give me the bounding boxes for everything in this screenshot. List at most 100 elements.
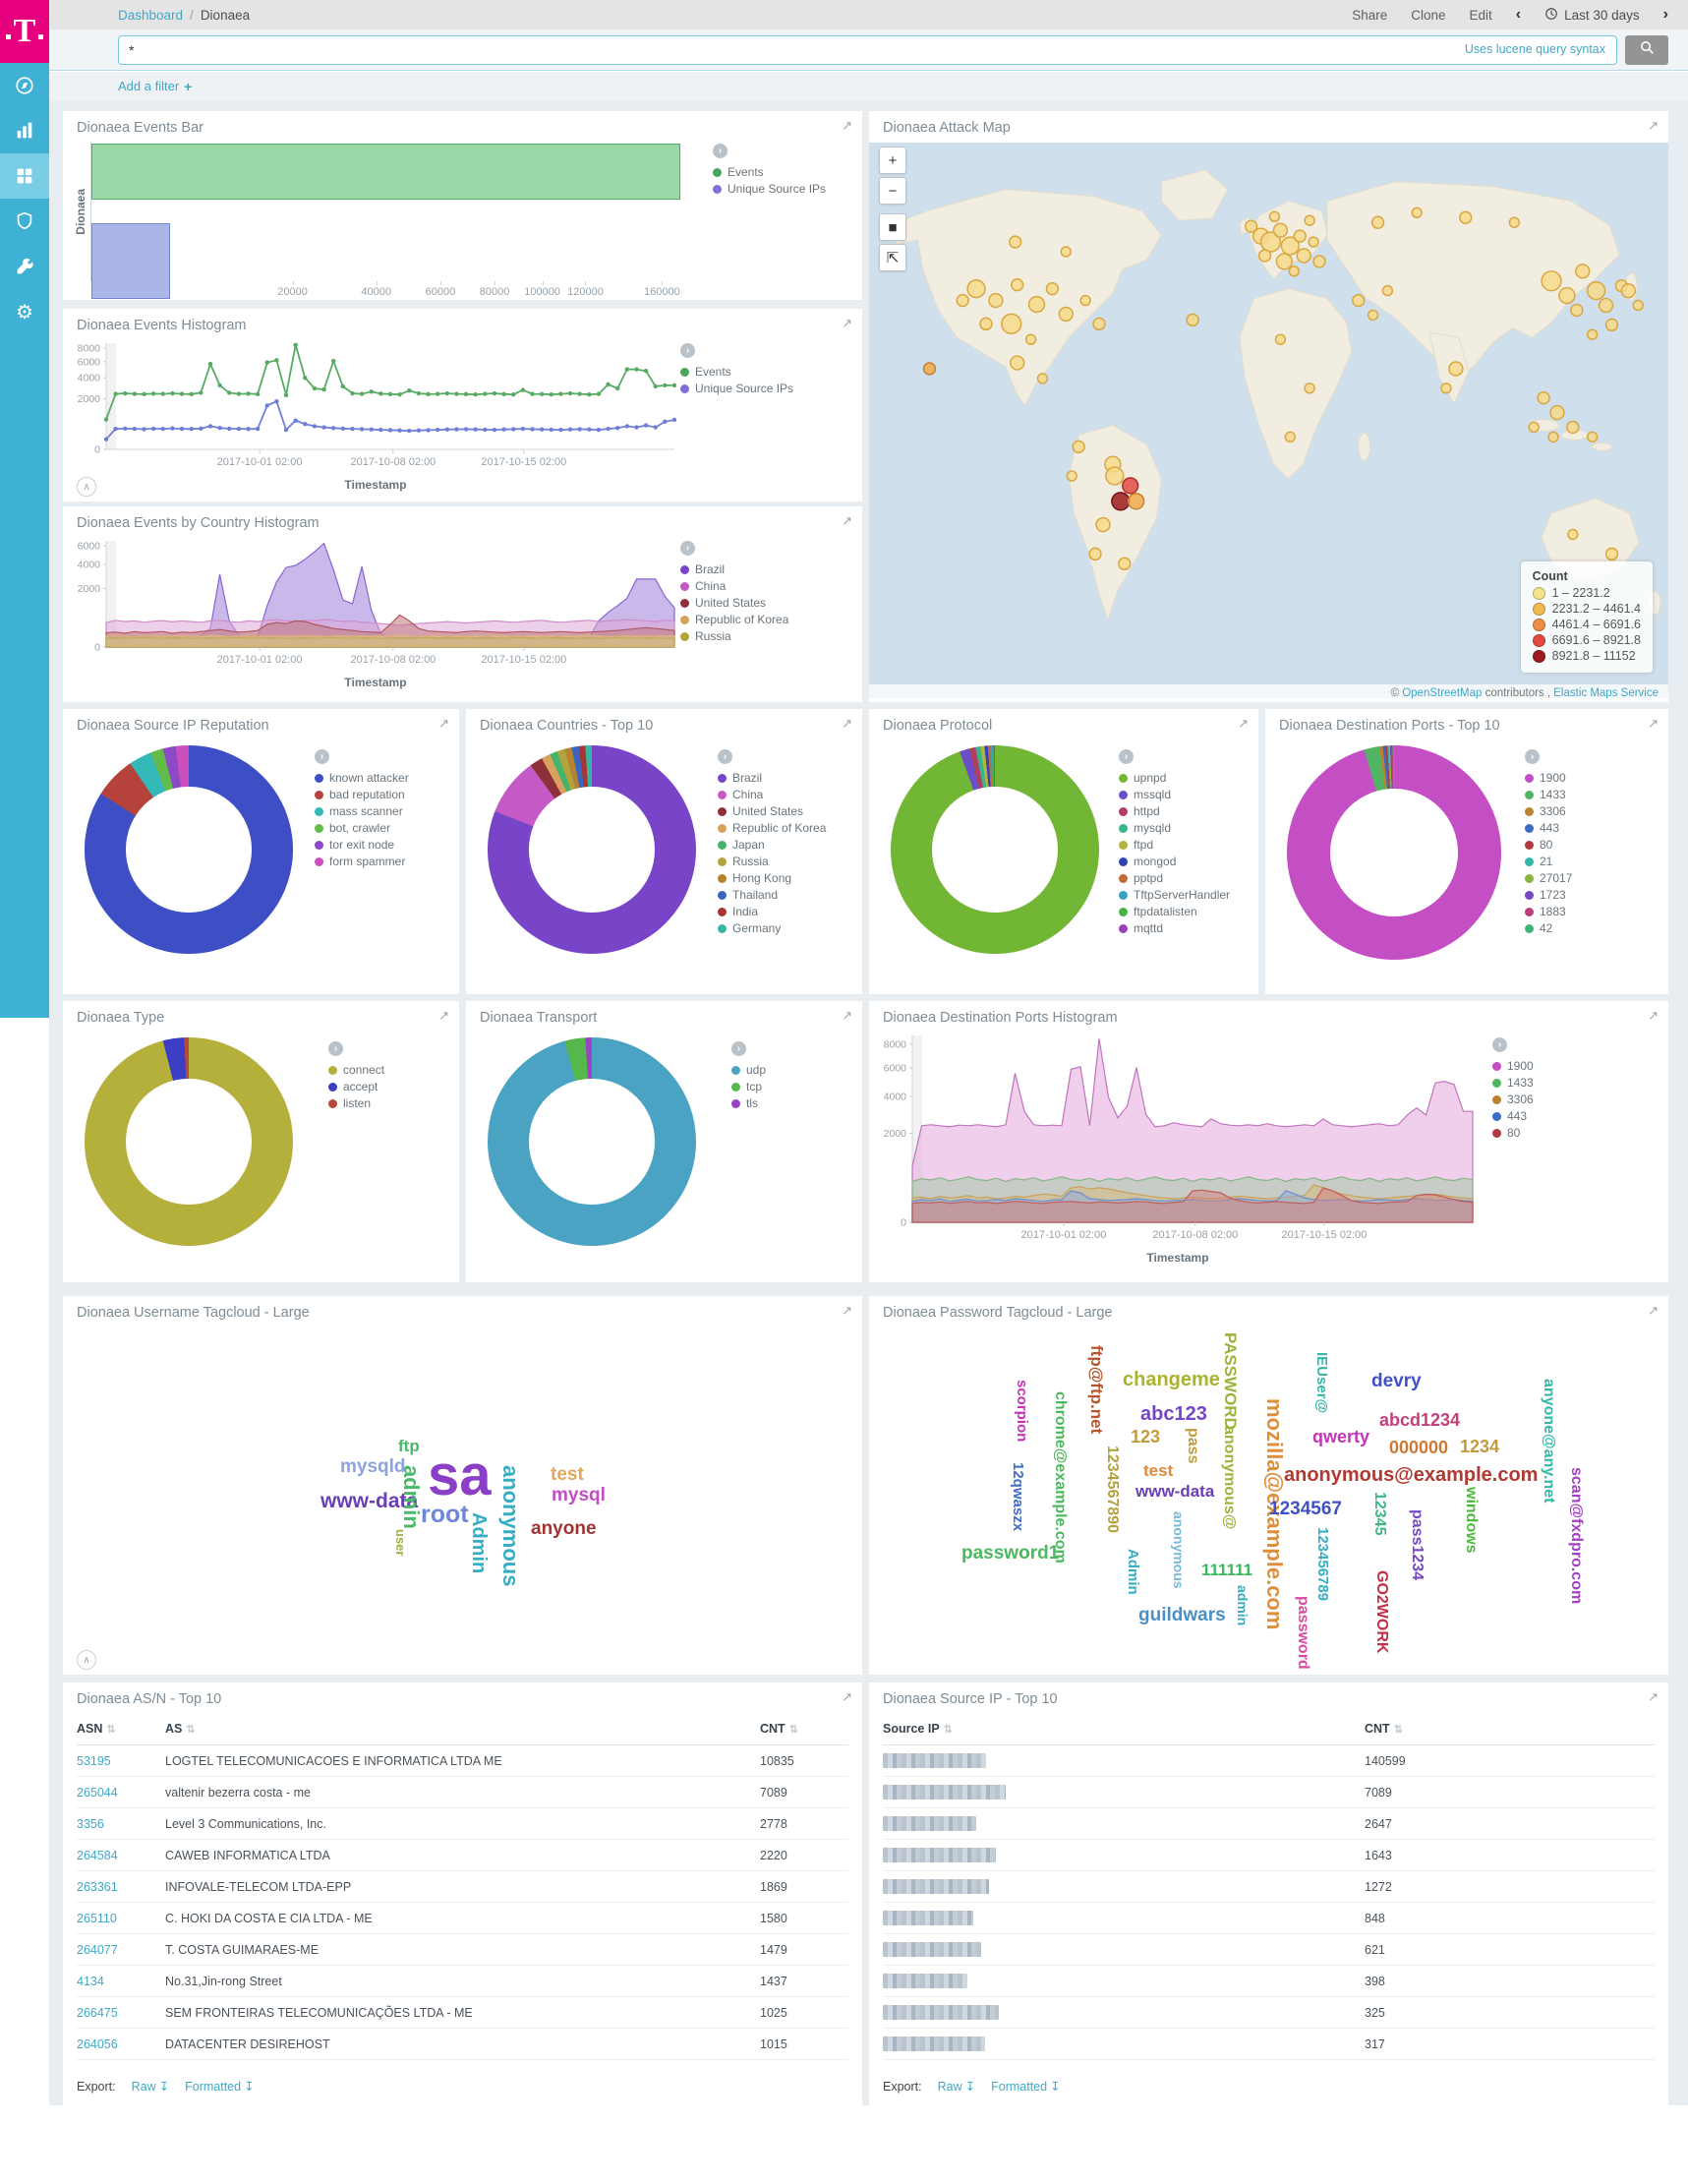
- legend-toggle-icon[interactable]: ›: [680, 541, 695, 556]
- asn-link[interactable]: 265110: [77, 1911, 117, 1925]
- legend-item[interactable]: 27017: [1525, 871, 1572, 885]
- attack-marker[interactable]: [1549, 404, 1565, 421]
- legend-item[interactable]: 1433: [1525, 788, 1572, 801]
- legend-item[interactable]: Brazil: [680, 562, 828, 576]
- legend-item[interactable]: Republic of Korea: [680, 613, 828, 626]
- expand-icon[interactable]: ↗: [842, 1303, 852, 1318]
- expand-icon[interactable]: ↗: [1648, 716, 1659, 731]
- attack-marker[interactable]: [1036, 373, 1049, 384]
- legend-item[interactable]: 443: [1492, 1109, 1581, 1123]
- attack-marker[interactable]: [1541, 270, 1562, 292]
- tag-word[interactable]: scorpion: [1014, 1380, 1030, 1443]
- country-histogram-chart[interactable]: 0 2000 4000 6000 2017-10-01 02:00 2017-10-08 …: [71, 535, 680, 676]
- attack-marker[interactable]: [1558, 286, 1576, 305]
- attack-marker[interactable]: [1010, 355, 1025, 371]
- sort-icon[interactable]: ⇅: [106, 1724, 116, 1736]
- attack-marker[interactable]: [1095, 516, 1111, 533]
- column-header[interactable]: Source IP: [883, 1722, 940, 1736]
- tag-word[interactable]: 12qwaszx: [1010, 1462, 1026, 1532]
- map-draw-box-button[interactable]: ⇱: [879, 244, 906, 271]
- attack-marker[interactable]: [1312, 255, 1326, 268]
- attack-marker[interactable]: [988, 292, 1004, 309]
- tag-word[interactable]: user: [393, 1529, 408, 1557]
- legend-item[interactable]: 80: [1525, 838, 1572, 852]
- attack-marker[interactable]: [956, 293, 969, 308]
- legend-item[interactable]: httpd: [1119, 804, 1230, 818]
- legend-item[interactable]: Events: [680, 365, 828, 379]
- dest-ports-donut-chart[interactable]: [1287, 745, 1501, 960]
- attack-marker[interactable]: [1567, 528, 1579, 541]
- clone-button[interactable]: Clone: [1411, 7, 1446, 23]
- attack-marker[interactable]: [1604, 318, 1619, 332]
- legend-item[interactable]: accept: [328, 1080, 384, 1093]
- legend-item[interactable]: India: [718, 905, 826, 918]
- column-header[interactable]: CNT: [760, 1722, 786, 1736]
- sort-icon[interactable]: ⇅: [788, 1724, 798, 1736]
- legend-item[interactable]: pptpd: [1119, 871, 1230, 885]
- tag-word[interactable]: 1234567: [1269, 1499, 1342, 1519]
- tag-word[interactable]: abc123: [1140, 1403, 1207, 1425]
- attack-marker[interactable]: [1118, 557, 1132, 570]
- attack-marker[interactable]: [1370, 215, 1385, 229]
- legend-item[interactable]: tor exit node: [315, 838, 409, 852]
- protocol-donut-chart[interactable]: [891, 745, 1099, 954]
- expand-icon[interactable]: ↗: [1238, 716, 1249, 731]
- expand-icon[interactable]: ↗: [842, 316, 852, 330]
- legend-toggle-icon[interactable]: ›: [1525, 749, 1540, 764]
- legend-item[interactable]: Hong Kong: [718, 871, 826, 885]
- sidebar-item-discover[interactable]: [0, 63, 49, 108]
- column-header[interactable]: CNT: [1365, 1722, 1390, 1736]
- tag-word[interactable]: 123: [1131, 1427, 1161, 1446]
- map-zoom-in-button[interactable]: +: [879, 147, 906, 174]
- expand-icon[interactable]: ↗: [1648, 1008, 1659, 1023]
- lucene-syntax-link[interactable]: Uses lucene query syntax: [1464, 41, 1605, 56]
- asn-link[interactable]: 264056: [77, 2036, 118, 2051]
- export-raw-link[interactable]: Raw ↧: [131, 2080, 170, 2094]
- tag-word[interactable]: admin: [1235, 1585, 1251, 1626]
- transport-donut-chart[interactable]: [488, 1037, 696, 1246]
- reputation-donut-chart[interactable]: [85, 745, 293, 954]
- attack-marker[interactable]: [1105, 466, 1125, 486]
- attack-marker[interactable]: [1272, 222, 1289, 238]
- tag-word[interactable]: devry: [1371, 1371, 1422, 1391]
- legend-item[interactable]: listen: [328, 1096, 384, 1110]
- attack-marker[interactable]: [1570, 303, 1584, 318]
- attack-marker[interactable]: [1024, 333, 1037, 345]
- search-button[interactable]: [1625, 34, 1668, 65]
- expand-icon[interactable]: ↗: [842, 1689, 852, 1704]
- tag-word[interactable]: ftp: [398, 1437, 420, 1455]
- attack-marker[interactable]: [1508, 216, 1521, 228]
- world-map[interactable]: + − ■ ⇱ Count 1 – 2231.2 2231.2 – 4461.4 4…: [869, 139, 1668, 702]
- asn-link[interactable]: 3356: [77, 1816, 104, 1831]
- legend-item[interactable]: bad reputation: [315, 788, 409, 801]
- tag-word[interactable]: anonymous@: [1221, 1426, 1238, 1530]
- tag-word[interactable]: anonymous: [498, 1465, 523, 1587]
- legend-item[interactable]: Events: [713, 165, 826, 179]
- attack-marker[interactable]: [1275, 253, 1294, 270]
- map-zoom-out-button[interactable]: −: [879, 177, 906, 205]
- tag-word[interactable]: admin: [399, 1465, 424, 1529]
- legend-item[interactable]: United States: [718, 804, 826, 818]
- tag-word[interactable]: 1234567890: [1104, 1446, 1121, 1533]
- edit-button[interactable]: Edit: [1469, 7, 1492, 23]
- time-range-picker[interactable]: Last 30 days: [1544, 7, 1640, 24]
- tag-word[interactable]: anyone: [531, 1518, 597, 1539]
- tag-word[interactable]: PASSWORD: [1221, 1332, 1240, 1430]
- elastic-maps-link[interactable]: Elastic Maps Service: [1553, 687, 1659, 699]
- attack-marker[interactable]: [1528, 421, 1540, 434]
- tag-word[interactable]: changeme: [1123, 1369, 1220, 1390]
- legend-item[interactable]: 80: [1492, 1126, 1581, 1140]
- legend-item[interactable]: United States: [680, 596, 828, 610]
- tag-word[interactable]: Admin: [468, 1512, 490, 1574]
- legend-item[interactable]: upnpd: [1119, 771, 1230, 785]
- tag-word[interactable]: www-data: [1135, 1482, 1215, 1501]
- tpot-logo[interactable]: T: [0, 0, 49, 63]
- attack-marker[interactable]: [1027, 295, 1046, 314]
- tag-word[interactable]: guildwars: [1138, 1605, 1226, 1625]
- legend-item[interactable]: mssqld: [1119, 788, 1230, 801]
- legend-item[interactable]: form spammer: [315, 855, 409, 868]
- legend-item[interactable]: Republic of Korea: [718, 821, 826, 835]
- attack-marker[interactable]: [1304, 214, 1315, 226]
- tag-word[interactable]: mysqld: [340, 1456, 406, 1477]
- legend-item[interactable]: 3306: [1492, 1092, 1581, 1106]
